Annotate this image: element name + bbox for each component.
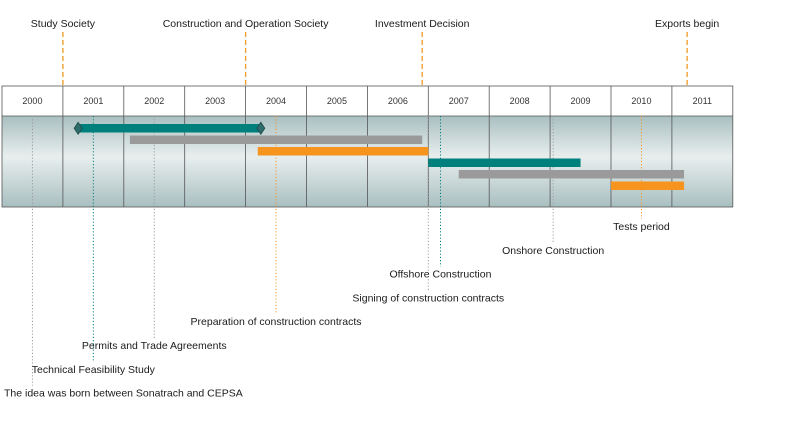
timeline-frame (1, 85, 734, 208)
year-label: 2002 (144, 96, 164, 106)
event-label: Offshore Construction (390, 269, 492, 281)
diamond-marker (73, 121, 83, 135)
gantt-bar (611, 181, 685, 190)
event-label: Signing of construction contracts (352, 292, 504, 304)
year-label: 2000 (22, 96, 42, 106)
year-label: 2009 (571, 96, 591, 106)
year-label: 2005 (327, 96, 347, 106)
year-label: 2001 (83, 96, 103, 106)
event-label: Preparation of construction contracts (191, 316, 362, 328)
milestone-label: Exports begin (655, 18, 719, 30)
year-label: 2008 (510, 96, 530, 106)
event-label: Tests period (613, 221, 670, 233)
diamond-marker (256, 121, 266, 135)
event-label: The idea was born between Sonatrach and … (4, 388, 243, 400)
milestone-label: Investment Decision (375, 18, 470, 30)
gantt-bar (129, 135, 423, 144)
gantt-bar (428, 158, 581, 167)
milestone-label: Study Society (31, 18, 96, 30)
year-label: 2007 (449, 96, 469, 106)
milestone-label: Construction and Operation Society (163, 18, 330, 30)
year-label: 2010 (631, 96, 651, 106)
event-label: Permits and Trade Agreements (82, 340, 227, 352)
year-label: 2004 (266, 96, 286, 106)
gantt-bar (257, 147, 429, 156)
year-label: 2006 (388, 96, 408, 106)
gantt-bar (78, 124, 261, 133)
year-label: 2011 (693, 96, 712, 106)
year-label: 2003 (205, 96, 225, 106)
event-label: Onshore Construction (502, 245, 604, 257)
gantt-bar (458, 170, 685, 179)
event-label: Technical Feasibility Study (32, 364, 156, 376)
